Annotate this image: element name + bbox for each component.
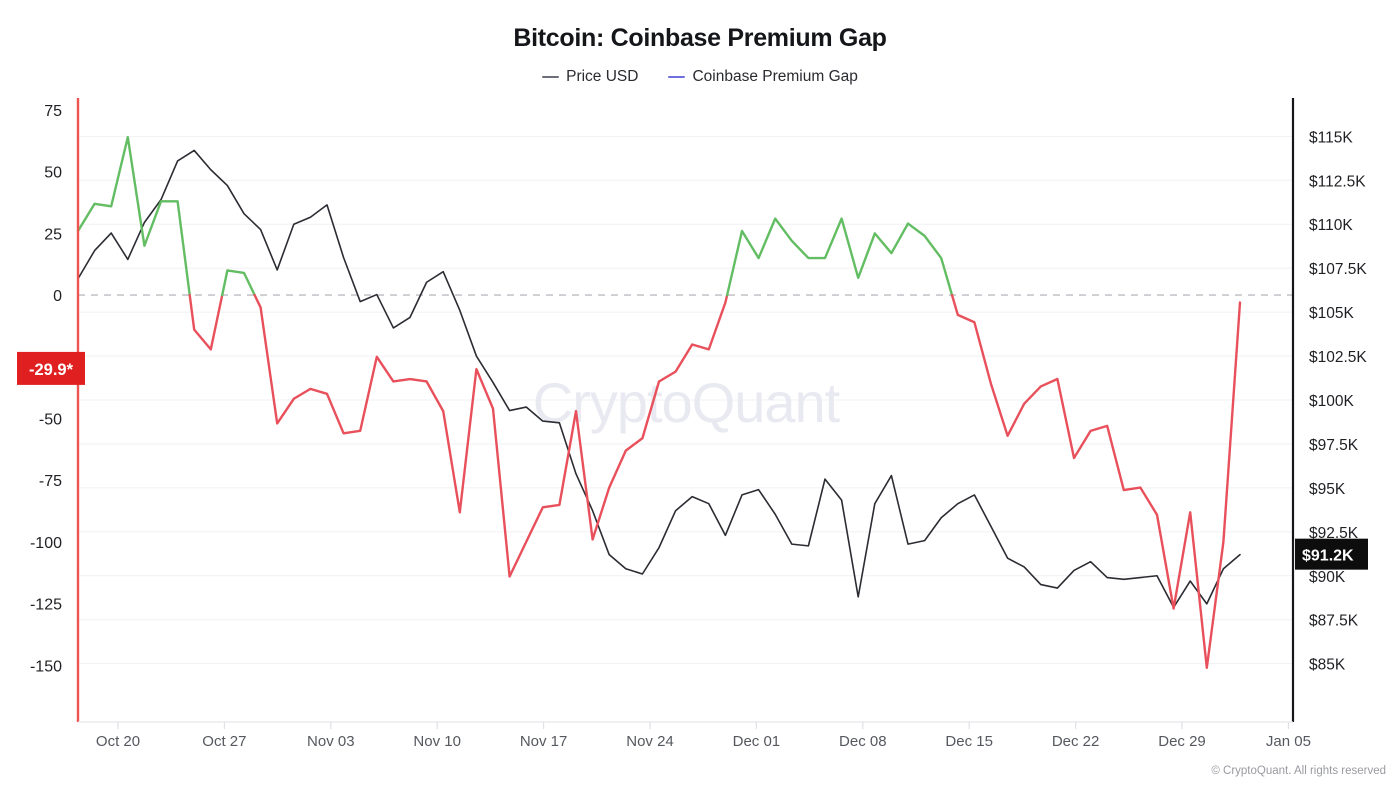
right-axis-tick-label: $100K bbox=[1309, 393, 1354, 410]
premium-gap-positive-segment bbox=[76, 135, 191, 297]
x-axis-tick-label: Nov 10 bbox=[413, 733, 461, 750]
left-axis-tick-label: 25 bbox=[44, 226, 62, 243]
right-axis-tick-label: $92.5K bbox=[1309, 525, 1359, 542]
x-axis-ticks: Oct 20 Oct 27 Nov 03 Nov 10 Nov 17 Nov 24 Dec … bbox=[96, 722, 1311, 750]
right-axis-tick-label: $115K bbox=[1309, 129, 1353, 146]
x-axis-tick-label: Oct 20 bbox=[96, 733, 140, 750]
line-dash-icon bbox=[668, 76, 686, 78]
premium-gap-negative-segment bbox=[950, 293, 1242, 669]
legend-item-price-usd[interactable]: Price USD bbox=[542, 68, 638, 86]
left-value-badge[interactable]: -29.9* bbox=[17, 351, 85, 385]
right-axis-tick-label: $90K bbox=[1309, 569, 1346, 586]
left-axis-tick-label: -50 bbox=[39, 412, 62, 429]
left-axis-tick-label: 75 bbox=[44, 103, 62, 120]
left-axis-tick-label: 50 bbox=[44, 165, 62, 182]
chart-legend: Price USD Coinbase Premium Gap bbox=[0, 68, 1400, 86]
x-axis-tick-label: Dec 15 bbox=[945, 733, 993, 750]
price-usd-line bbox=[77, 149, 1241, 609]
x-axis-tick-label: Jan 05 bbox=[1266, 733, 1311, 750]
right-axis-tick-label: $97.5K bbox=[1309, 437, 1359, 454]
x-axis-tick-label: Dec 08 bbox=[839, 733, 887, 750]
watermark-text: CryptoQuant bbox=[533, 371, 841, 434]
x-axis-tick-label: Nov 17 bbox=[520, 733, 568, 750]
premium-gap-negative-segment bbox=[253, 293, 729, 578]
left-axis-tick-label: 0 bbox=[53, 288, 62, 305]
axis-lines bbox=[76, 98, 1295, 723]
left-badge-value: -29.9* bbox=[29, 361, 74, 379]
line-dash-icon bbox=[542, 76, 560, 78]
right-axis-tick-label: $102.5K bbox=[1309, 349, 1367, 366]
right-axis-tick-label: $85K bbox=[1309, 657, 1346, 674]
data-series bbox=[76, 135, 1242, 669]
x-axis-tick-label: Dec 29 bbox=[1158, 733, 1206, 750]
x-axis-tick-label: Dec 01 bbox=[733, 733, 781, 750]
premium-gap-negative-segment bbox=[188, 293, 224, 351]
right-axis-tick-label: $95K bbox=[1309, 481, 1346, 498]
right-axis-tick-label: $87.5K bbox=[1309, 613, 1359, 630]
x-axis-tick-label: Nov 24 bbox=[626, 733, 674, 750]
left-axis-tick-label: -100 bbox=[30, 535, 62, 552]
right-value-badge[interactable]: $91.2K bbox=[1295, 538, 1368, 570]
legend-label: Price USD bbox=[566, 68, 639, 85]
legend-item-coinbase-premium-gap[interactable]: Coinbase Premium Gap bbox=[668, 68, 858, 86]
page-title: Bitcoin: Coinbase Premium Gap bbox=[513, 24, 887, 52]
copyright-text: © CryptoQuant. All rights reserved bbox=[1211, 765, 1386, 777]
left-axis-tick-label: -150 bbox=[30, 658, 62, 675]
x-axis-tick-label: Nov 03 bbox=[307, 733, 355, 750]
value-badges[interactable]: -29.9* $91.2K bbox=[17, 351, 1368, 570]
right-badge-value: $91.2K bbox=[1302, 548, 1354, 565]
x-axis-tick-label: Dec 22 bbox=[1052, 733, 1100, 750]
legend-label: Coinbase Premium Gap bbox=[692, 68, 858, 85]
left-axis-tick-label: -125 bbox=[30, 597, 62, 614]
right-axis-ticks: $115K $112.5K $110K $107.5K $105K $102.5K $100… bbox=[1309, 129, 1367, 673]
premium-gap-positive-segment bbox=[725, 217, 954, 297]
right-axis-tick-label: $112.5K bbox=[1309, 173, 1366, 190]
right-axis-tick-label: $107.5K bbox=[1309, 261, 1367, 278]
x-axis-tick-label: Oct 27 bbox=[202, 733, 246, 750]
left-axis-tick-label: -75 bbox=[39, 473, 62, 490]
premium-gap-positive-segment bbox=[221, 269, 256, 297]
right-axis-tick-label: $110K bbox=[1309, 217, 1353, 234]
right-axis-tick-label: $105K bbox=[1309, 305, 1354, 322]
